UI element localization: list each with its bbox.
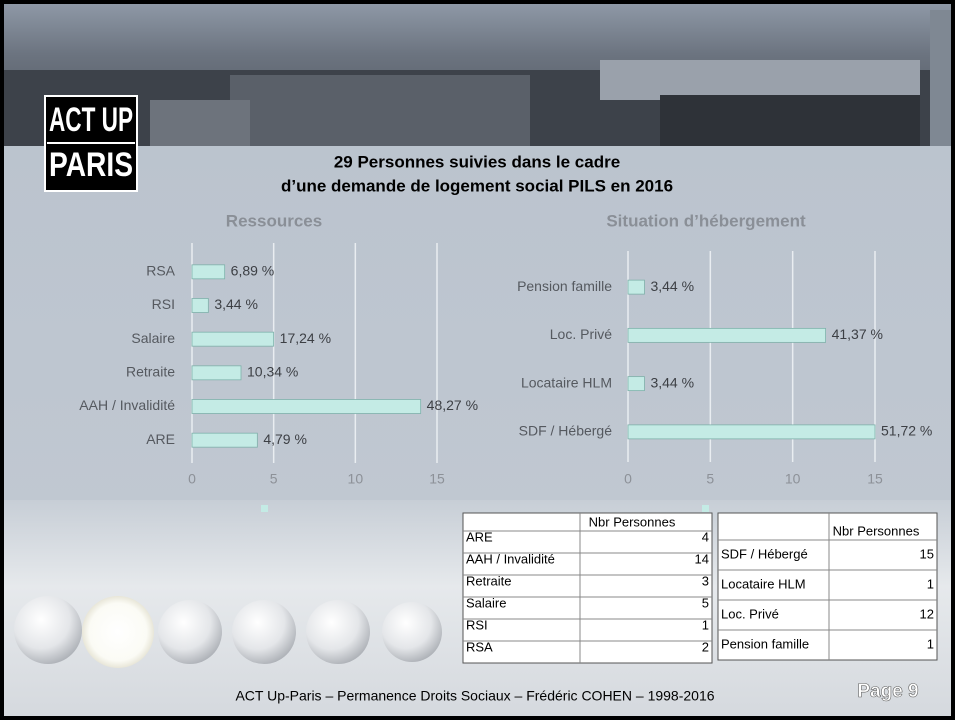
data-label: 3,44 % [650, 278, 694, 294]
slide-title: d’une demande de logement social PILS en… [281, 176, 673, 195]
data-label: 17,24 % [280, 330, 331, 346]
x-tick-label: 0 [624, 471, 632, 487]
data-label: 51,72 % [881, 423, 932, 439]
table-cell: Loc. Privé [721, 606, 779, 621]
table-cell: 15 [920, 546, 934, 561]
table-cell: 3 [702, 573, 709, 588]
table-cell: 1 [702, 617, 709, 632]
table-cell: Retraite [466, 573, 512, 588]
data-label: 48,27 % [427, 397, 478, 413]
category-label: AAH / Invalidité [79, 397, 175, 413]
table-cell: SDF / Hébergé [721, 546, 808, 561]
table-header: Nbr Personnes [833, 523, 920, 538]
table-cell: 5 [702, 595, 709, 610]
logo-text: ACT UP [49, 101, 133, 139]
bar [192, 366, 241, 380]
data-label: 41,37 % [832, 326, 883, 342]
bar [628, 425, 875, 439]
table-cell: 1 [927, 576, 934, 591]
table-header: Nbr Personnes [589, 514, 676, 529]
category-label: Retraite [126, 364, 175, 380]
category-label: Loc. Privé [550, 326, 612, 342]
table-cell: 14 [695, 551, 709, 566]
data-label: 3,44 % [214, 296, 258, 312]
data-label: 4,79 % [263, 431, 307, 447]
x-tick-label: 10 [785, 471, 801, 487]
slide-title: 29 Personnes suivies dans le cadre [334, 152, 620, 171]
table-cell: 1 [927, 636, 934, 651]
table-cell: Pension famille [721, 636, 809, 651]
data-label: 3,44 % [650, 374, 694, 390]
chart-title: Ressources [226, 211, 322, 230]
category-label: RSA [146, 263, 175, 279]
slide: ACT UP PARIS 29 Personnes suivies dans l… [0, 0, 955, 720]
chart-title: Situation d’hébergement [606, 211, 806, 230]
table-cell: 4 [702, 529, 709, 544]
legend-swatch [261, 505, 268, 512]
page-number: Page 9 [857, 681, 918, 702]
category-label: RSI [152, 296, 175, 312]
x-tick-label: 10 [348, 471, 364, 487]
x-tick-label: 0 [188, 471, 196, 487]
x-tick-label: 15 [429, 471, 445, 487]
data-label: 10,34 % [247, 364, 298, 380]
table-cell: ARE [466, 529, 493, 544]
category-label: Pension famille [517, 278, 612, 294]
x-tick-label: 5 [270, 471, 278, 487]
footer-text: ACT Up-Paris – Permanence Droits Sociaux… [235, 688, 714, 704]
data-label: 6,89 % [231, 263, 275, 279]
legend-swatch [702, 505, 709, 512]
logo-text: PARIS [49, 146, 133, 184]
x-tick-label: 5 [706, 471, 714, 487]
category-label: SDF / Hébergé [519, 423, 613, 439]
category-label: Salaire [131, 330, 175, 346]
bar [628, 377, 644, 391]
table-cell: AAH / Invalidité [466, 551, 555, 566]
bar [628, 328, 826, 342]
bar [192, 265, 225, 279]
table-cell: Salaire [466, 595, 506, 610]
table-cell: Locataire HLM [721, 576, 806, 591]
bar [192, 400, 421, 414]
bar [192, 433, 257, 447]
bar [628, 280, 644, 294]
bar [192, 299, 208, 313]
category-label: ARE [146, 431, 175, 447]
table-cell: 12 [920, 606, 934, 621]
x-tick-label: 15 [867, 471, 883, 487]
table-cell: 2 [702, 639, 709, 654]
bar [192, 332, 274, 346]
category-label: Locataire HLM [521, 374, 612, 390]
table-cell: RSI [466, 617, 488, 632]
table-cell: RSA [466, 639, 493, 654]
